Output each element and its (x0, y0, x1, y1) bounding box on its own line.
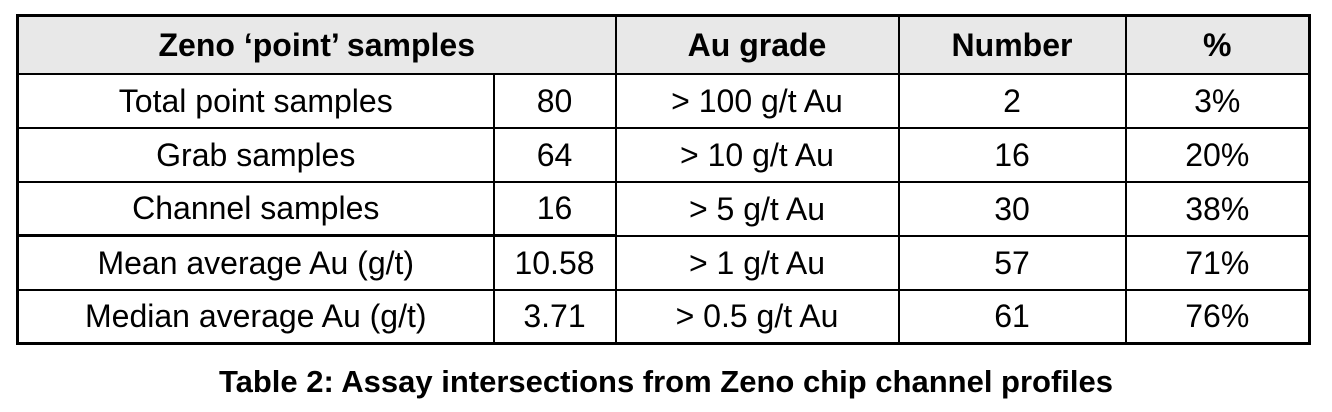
row-number: 30 (897, 180, 1127, 237)
table-row: Median average Au (g/t) 3.71 > 0.5 g/t A… (16, 288, 1311, 345)
row-value: 64 (492, 126, 617, 183)
row-percent: 20% (1124, 126, 1311, 183)
table-header-row: Zeno ‘point’ samples Au grade Number % (16, 14, 1311, 75)
row-value: 3.71 (492, 288, 617, 345)
row-grade: > 10 g/t Au (614, 126, 900, 183)
header-au-grade: Au grade (614, 14, 900, 75)
table-row: Total point samples 80 > 100 g/t Au 2 3% (16, 72, 1311, 129)
row-label: Total point samples (16, 72, 495, 129)
row-grade: > 0.5 g/t Au (614, 288, 900, 345)
row-value: 80 (492, 72, 617, 129)
row-number: 57 (897, 234, 1127, 291)
header-percent: % (1124, 14, 1311, 75)
row-label: Grab samples (16, 126, 495, 183)
header-number: Number (897, 14, 1127, 75)
row-label: Channel samples (16, 180, 495, 237)
row-label: Median average Au (g/t) (16, 288, 495, 345)
table-row: Mean average Au (g/t) 10.58 > 1 g/t Au 5… (16, 234, 1311, 291)
table-row: Grab samples 64 > 10 g/t Au 16 20% (16, 126, 1311, 183)
row-percent: 71% (1124, 234, 1311, 291)
row-grade: > 5 g/t Au (614, 180, 900, 237)
row-number: 16 (897, 126, 1127, 183)
row-value: 10.58 (492, 234, 617, 291)
assay-table: Zeno ‘point’ samples Au grade Number % T… (16, 14, 1311, 345)
row-number: 2 (897, 72, 1127, 129)
row-grade: > 100 g/t Au (614, 72, 900, 129)
assay-table-container: Zeno ‘point’ samples Au grade Number % T… (16, 14, 1311, 345)
row-value: 16 (492, 180, 617, 237)
row-percent: 38% (1124, 180, 1311, 237)
header-samples: Zeno ‘point’ samples (16, 14, 617, 75)
table-row: Channel samples 16 > 5 g/t Au 30 38% (16, 180, 1311, 237)
row-percent: 76% (1124, 288, 1311, 345)
row-grade: > 1 g/t Au (614, 234, 900, 291)
row-percent: 3% (1124, 72, 1311, 129)
row-label: Mean average Au (g/t) (16, 234, 495, 291)
table-caption: Table 2: Assay intersections from Zeno c… (218, 364, 1114, 399)
row-number: 61 (897, 288, 1127, 345)
